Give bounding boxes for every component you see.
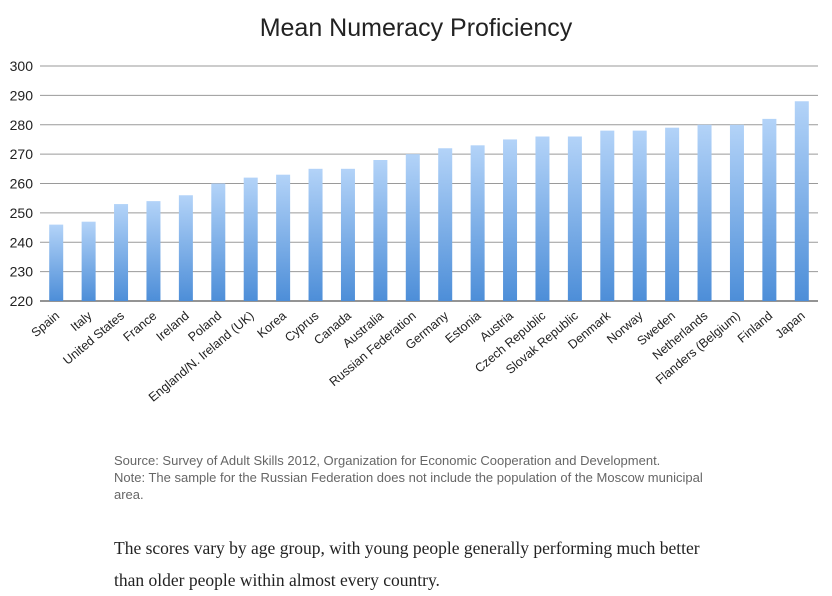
y-tick-label-280: 280 xyxy=(10,117,34,133)
source-note-block: Source: Survey of Adult Skills 2012, Org… xyxy=(114,452,734,503)
bar-spain xyxy=(49,224,64,301)
x-tick-label: United States xyxy=(60,309,126,368)
y-tick-label-250: 250 xyxy=(10,205,34,221)
article-caption: The scores vary by age group, with young… xyxy=(114,538,700,590)
x-tick-label: Estonia xyxy=(443,309,484,347)
gridlines xyxy=(40,65,818,302)
bar-norway xyxy=(632,130,647,301)
bar-austria xyxy=(503,139,518,301)
bar-cyprus xyxy=(308,168,323,301)
bar-england-n-ireland-uk xyxy=(243,177,258,301)
y-axis-tick-labels: 220 230 240 250 260 270 280 290 300 xyxy=(10,58,34,309)
bar-estonia xyxy=(470,145,485,301)
y-tick-label-260: 260 xyxy=(10,176,34,192)
bar-france xyxy=(146,201,161,301)
bar-poland xyxy=(211,183,226,301)
bar-sweden xyxy=(665,127,680,301)
y-tick-label-300: 300 xyxy=(10,58,34,74)
numeracy-bar-chart: Mean Numeracy Proficiency 220 230 240 250 26… xyxy=(10,14,818,405)
y-tick-label-290: 290 xyxy=(10,87,34,103)
bar-australia xyxy=(373,160,388,301)
bar-finland xyxy=(762,118,777,301)
chart-title: Mean Numeracy Proficiency xyxy=(260,14,573,42)
bar-canada xyxy=(340,168,355,301)
bar-netherlands xyxy=(697,124,712,301)
y-tick-label-230: 230 xyxy=(10,264,34,280)
bar-germany xyxy=(438,148,453,301)
bar-korea xyxy=(276,174,291,301)
x-tick-label: France xyxy=(121,309,160,345)
bar-russian-federation xyxy=(405,154,420,301)
y-tick-label-240: 240 xyxy=(10,234,34,250)
bar-czech-republic xyxy=(535,136,550,301)
sample-note: Note: The sample for the Russian Federat… xyxy=(114,470,703,502)
x-tick-label: Ireland xyxy=(154,309,192,344)
bar-japan xyxy=(794,101,809,301)
bar-italy xyxy=(81,221,96,301)
bar-united-states xyxy=(114,204,129,301)
bar-ireland xyxy=(178,195,193,301)
bar-flanders-belgium xyxy=(729,124,744,301)
bar-slovak-republic xyxy=(567,136,582,301)
bar-denmark xyxy=(600,130,615,301)
y-tick-label-270: 270 xyxy=(10,146,34,162)
x-tick-label: Finland xyxy=(735,309,775,346)
x-tick-label: Spain xyxy=(29,309,63,340)
bars xyxy=(49,101,809,301)
source-note: Source: Survey of Adult Skills 2012, Org… xyxy=(114,453,661,468)
x-tick-label: Japan xyxy=(773,309,808,342)
y-tick-label-220: 220 xyxy=(10,293,34,309)
